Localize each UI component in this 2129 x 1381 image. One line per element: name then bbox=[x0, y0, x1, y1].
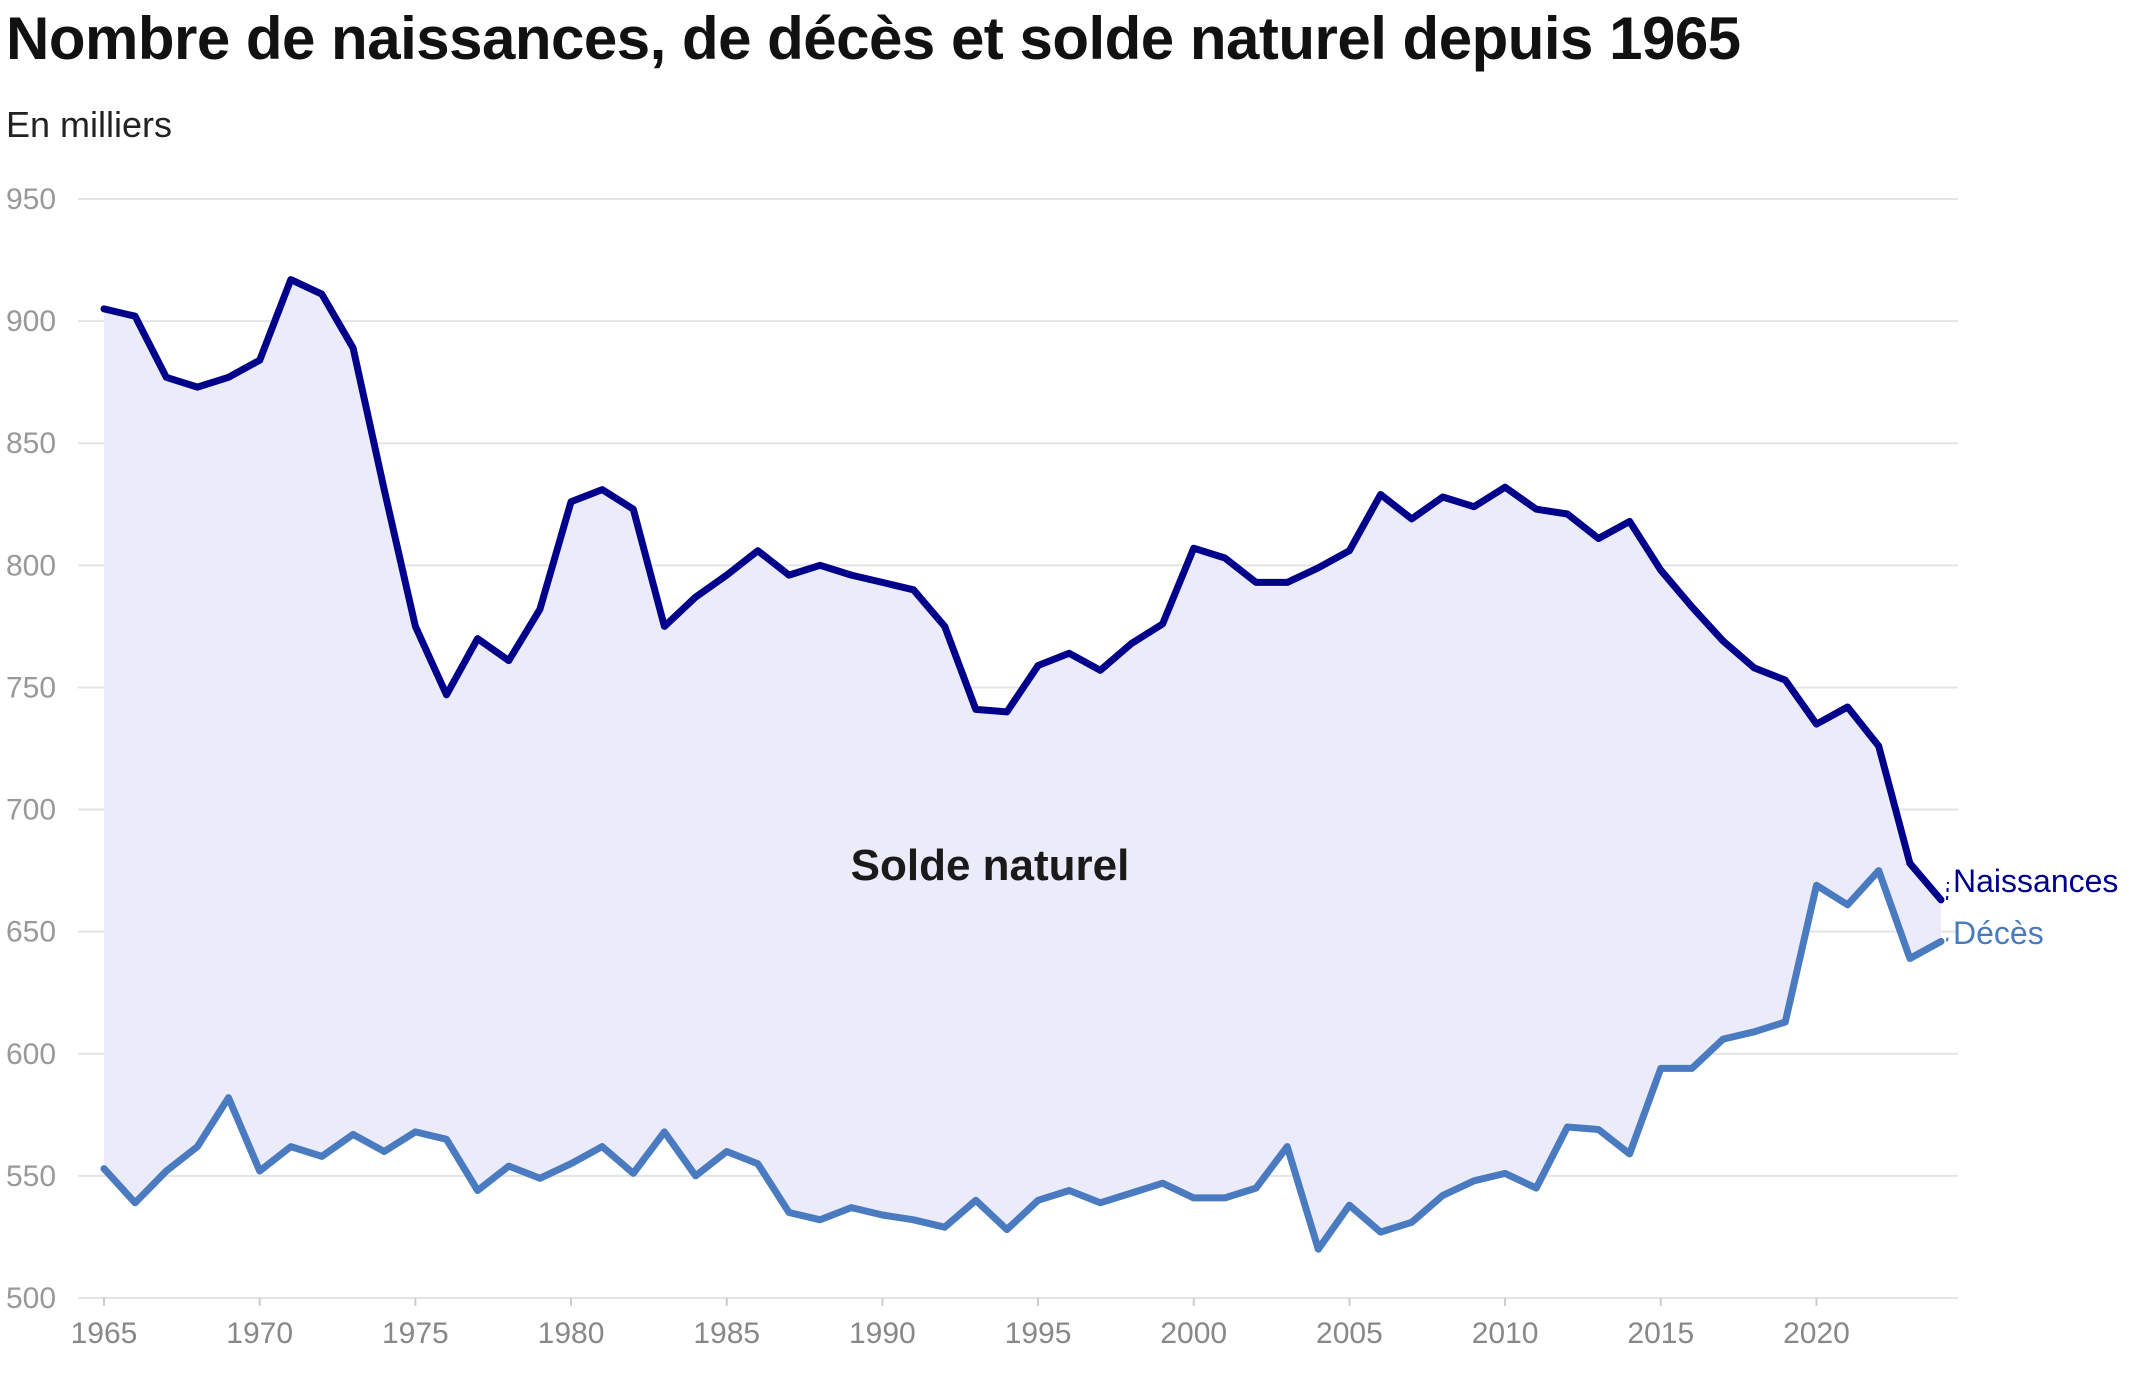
x-tick-label: 1965 bbox=[71, 1317, 138, 1350]
x-tick-label: 1990 bbox=[849, 1317, 916, 1350]
solde-naturel-area bbox=[104, 279, 1941, 1250]
x-tick-label: 2010 bbox=[1472, 1317, 1539, 1350]
y-tick-label: 700 bbox=[6, 794, 56, 827]
x-tick-label: 2020 bbox=[1783, 1317, 1850, 1350]
x-tick-label: 2000 bbox=[1160, 1317, 1227, 1350]
x-tick-label: 1985 bbox=[693, 1317, 760, 1350]
deces-end-leader bbox=[1946, 933, 1949, 942]
y-tick-label: 750 bbox=[6, 671, 56, 704]
y-tick-label: 950 bbox=[6, 183, 56, 216]
y-tick-label: 800 bbox=[6, 549, 56, 582]
y-tick-label: 850 bbox=[6, 427, 56, 460]
y-tick-label: 500 bbox=[6, 1282, 56, 1315]
deces-line bbox=[100, 867, 1945, 1253]
axes: 500 550 600 650 700 750 800 850 900 950 1965 1970 19… bbox=[6, 183, 1850, 1350]
x-tick-label: 1995 bbox=[1005, 1317, 1072, 1350]
deces-end-label: Décès bbox=[1953, 915, 2044, 951]
solde-naturel-fill bbox=[104, 279, 1941, 1250]
chart-title: Nombre de naissances, de décès et solde … bbox=[6, 5, 1741, 72]
x-tick-label: 1970 bbox=[226, 1317, 293, 1350]
x-tick-label: 2005 bbox=[1316, 1317, 1383, 1350]
x-tick-label: 2015 bbox=[1627, 1317, 1694, 1350]
labels: Solde naturel Naissances Décès bbox=[851, 841, 2119, 951]
naissances-end-label: Naissances bbox=[1953, 863, 2118, 899]
y-tick-label: 550 bbox=[6, 1160, 56, 1193]
x-tick-label: 1980 bbox=[538, 1317, 605, 1350]
chart-subtitle: En milliers bbox=[6, 104, 173, 145]
y-tick-label: 600 bbox=[6, 1038, 56, 1071]
x-tick-label: 1975 bbox=[382, 1317, 449, 1350]
solde-naturel-label: Solde naturel bbox=[851, 841, 1130, 890]
naissances-line bbox=[100, 276, 1945, 904]
y-tick-label: 900 bbox=[6, 305, 56, 338]
series-lines bbox=[100, 276, 1945, 1253]
y-tick-label: 650 bbox=[6, 916, 56, 949]
naissances-end-leader bbox=[1946, 881, 1949, 900]
